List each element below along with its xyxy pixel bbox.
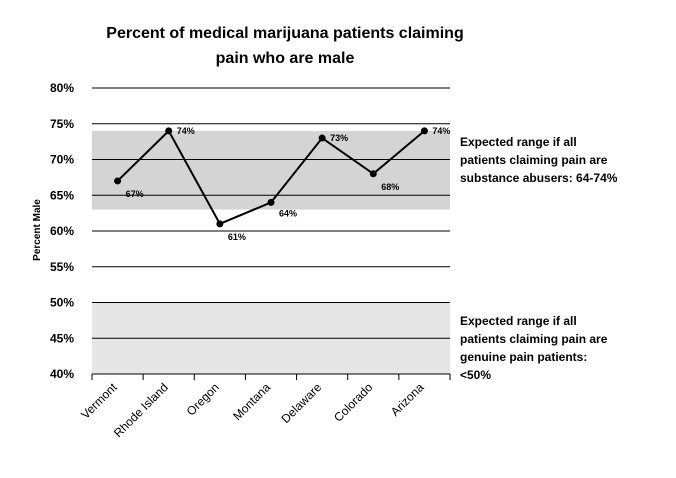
- annotation-lower-line-1: Expected range if all: [460, 314, 577, 328]
- x-tick-label: Colorado: [331, 380, 376, 425]
- annotation-lower-line-2: patients claiming pain are: [460, 332, 608, 346]
- x-tick-label: Oregon: [184, 380, 222, 418]
- data-label: 67%: [126, 189, 144, 199]
- chart-title-line-2: pain who are male: [216, 50, 355, 67]
- y-tick-label: 80%: [50, 81, 74, 95]
- y-tick-label: 50%: [50, 296, 74, 310]
- annotation-lower-line-3: genuine pain patients:: [460, 350, 587, 364]
- gridlines: 40% 45% 50% 55% 60% 65% 70% 75% 80%: [50, 81, 450, 381]
- data-labels: 67% 74% 61% 64% 73% 68% 74%: [126, 126, 451, 242]
- y-tick-label: 45%: [50, 331, 74, 345]
- y-tick-label: 55%: [50, 260, 74, 274]
- x-tick-label: Rhode Island: [111, 380, 171, 440]
- data-point: [420, 127, 428, 135]
- y-tick-label: 75%: [50, 117, 74, 131]
- range-band-1: [92, 130, 450, 210]
- data-point: [216, 220, 224, 228]
- annotation-upper-line-1: Expected range if all: [460, 135, 577, 149]
- range-bands: [92, 130, 450, 374]
- data-label: 74%: [432, 126, 450, 136]
- data-label: 61%: [228, 232, 246, 242]
- y-tick-label: 40%: [50, 367, 74, 381]
- x-tick-label: Delaware: [279, 380, 325, 426]
- annotation-lower: Expected range if all patients claiming …: [460, 314, 608, 382]
- annotation-lower-line-4: <50%: [460, 368, 491, 382]
- annotation-upper: Expected range if all patients claiming …: [460, 135, 618, 185]
- data-point: [114, 177, 122, 185]
- data-point: [369, 170, 377, 178]
- y-tick-label: 60%: [50, 224, 74, 238]
- data-point: [318, 134, 326, 142]
- data-label: 64%: [279, 208, 297, 218]
- annotation-upper-line-3: substance abusers: 64-74%: [460, 171, 618, 185]
- data-point: [165, 127, 173, 135]
- y-tick-label: 65%: [50, 188, 74, 202]
- data-label: 73%: [330, 133, 348, 143]
- y-axis-label: Percent Male: [32, 199, 43, 261]
- annotation-upper-line-2: patients claiming pain are: [460, 153, 608, 167]
- x-tick-label: Montana: [230, 380, 273, 423]
- data-label: 74%: [177, 126, 195, 136]
- series-line: [114, 127, 428, 228]
- y-tick-label: 70%: [50, 153, 74, 167]
- x-tick-label: Vermont: [78, 380, 120, 422]
- x-tick-label: Arizona: [388, 380, 427, 419]
- data-point: [267, 198, 275, 206]
- chart-title-line-1: Percent of medical marijuana patients cl…: [106, 25, 463, 42]
- data-label: 68%: [381, 182, 399, 192]
